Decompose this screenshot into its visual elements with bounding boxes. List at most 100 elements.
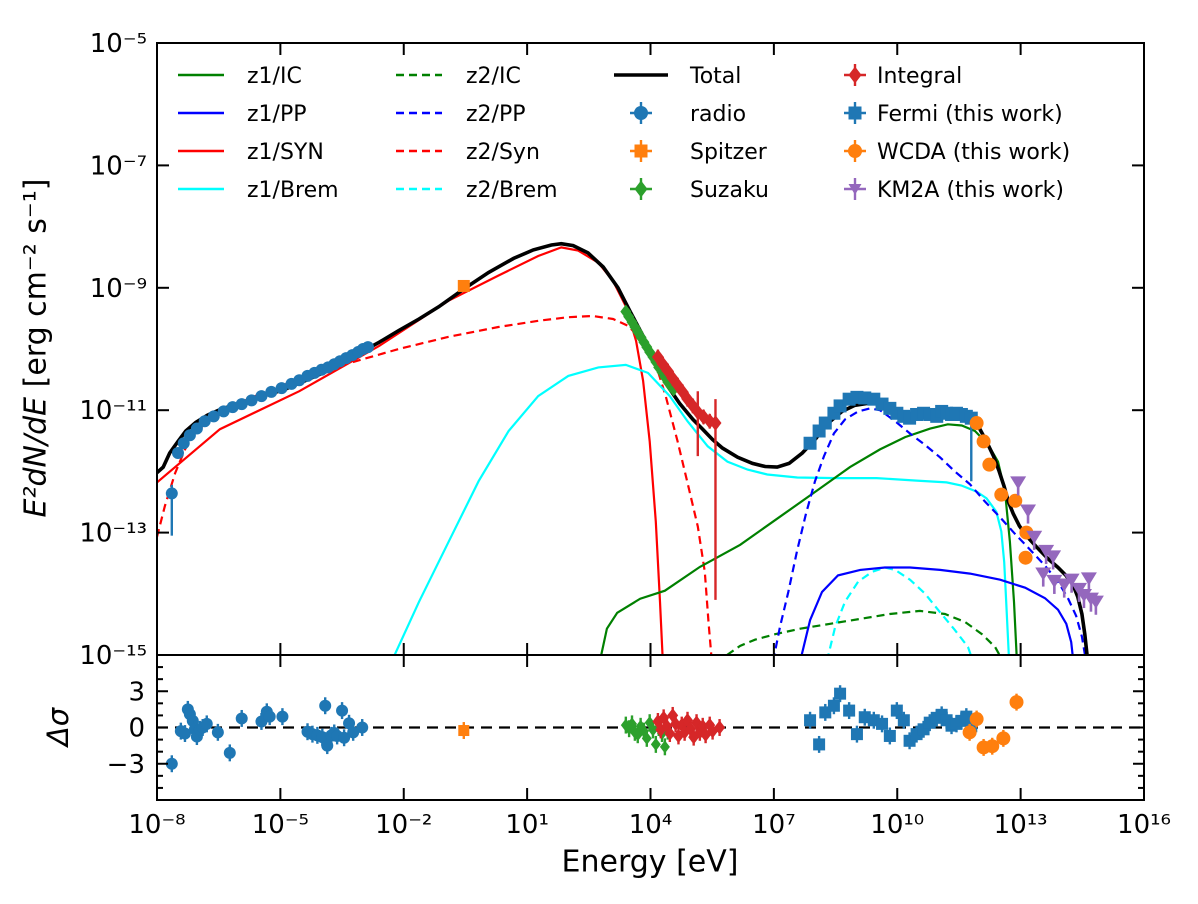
series-wcda-this-work- [969,416,1034,565]
marker-diamond [641,731,652,745]
marker-circle [211,726,224,739]
legend-label: Total [689,64,741,89]
marker-circle [245,394,258,407]
marker-circle [962,725,977,740]
marker-circle [1009,695,1024,710]
marker-square [804,714,817,727]
marker-square [960,710,973,723]
marker-tridown [1056,578,1073,592]
marker-tridown [1063,573,1080,587]
legend-marker-circle [848,144,862,158]
legend-item-radio: radio [630,102,746,127]
marker-diamond [651,349,664,365]
y-tick-label: 10⁻⁷ [90,151,147,181]
marker-circle [338,731,351,744]
y-axis-label-units: [erg cm⁻² s⁻¹] [18,178,54,397]
y-tick-label: 10⁻¹¹ [79,396,147,426]
marker-circle [265,385,278,398]
legend-item-z1-brem: z1/Brem [178,178,339,203]
legend-label: WCDA (this work) [877,140,1070,165]
curve-z1-syn [157,246,664,655]
marker-diamond [659,740,670,754]
marker-square [897,714,910,727]
marker-diamond [638,335,650,350]
marker-circle [994,487,1009,502]
legend-item-z1-ic: z1/IC [178,64,302,89]
legend-item-z2-syn: z2/Syn [396,140,540,165]
curve-z2-syn [157,314,713,655]
y-tick-label: 10⁻¹⁵ [79,641,147,671]
marker-circle [336,704,349,717]
curve-total [157,241,1089,655]
marker-circle [235,712,248,725]
curve-z2-ic [726,609,1001,655]
curve-z1-brem [393,363,1010,655]
x-tick-label: 10⁴ [629,810,673,840]
x-tick-label: 10⁻⁵ [252,810,309,840]
y-axis-label-math: E²dN/dE [18,396,54,518]
y-tick-label: 10⁻⁹ [90,274,147,304]
marker-diamond [656,356,669,373]
marker-square [890,704,903,717]
legend-label: z2/IC [466,64,521,89]
x-axis-label: Energy [eV] [561,844,739,880]
marker-circle [1018,550,1033,565]
marker-circle [1008,493,1023,508]
marker-circle [200,717,213,730]
legend-label: Fermi (this work) [877,102,1063,127]
series-spitzer [457,279,470,292]
legend-label: z2/Syn [466,140,540,165]
legend: z1/IC z1/PP z1/SYN z1/Brem z2/IC z2/PP z2/Syn z… [178,64,1070,203]
legend-label: z2/PP [466,102,526,127]
residual-spitzer [458,722,470,739]
legend-marker-diamond [634,180,648,198]
legend-marker-tridown [848,184,862,195]
curve-z2-brem [827,566,972,655]
marker-circle [226,401,239,414]
legend-marker-square [634,144,648,158]
legend-label: z1/SYN [247,140,324,165]
marker-tridown [1026,530,1043,544]
data-points [165,279,1104,615]
residual-axis-label: Δσ [41,707,75,747]
marker-tridown [1080,572,1097,586]
marker-square [457,279,470,292]
legend-label: KM2A (this work) [877,178,1064,203]
marker-square [876,717,889,730]
series-integral [651,349,722,600]
marker-square [843,704,856,717]
marker-circle [255,390,268,403]
series-km2a-this-work- [1010,476,1104,615]
y-tick-label: 10⁻⁵ [90,29,147,59]
marker-circle [235,398,248,411]
marker-diamond [681,391,694,407]
legend-item-z1-syn: z1/SYN [178,140,324,165]
marker-square [827,699,840,712]
legend-item-z2-ic: z2/IC [396,64,521,89]
marker-diamond [686,398,699,414]
legend-item-fermi-this-work-: Fermi (this work) [844,102,1063,127]
marker-circle [347,726,360,739]
marker-circle [275,382,288,395]
curve-z1-pp [800,566,1074,655]
marker-square [818,416,832,430]
marker-square [850,728,863,741]
marker-circle [198,415,211,428]
marker-circle [190,422,203,435]
legend-item-z2-brem: z2/Brem [396,178,558,203]
y-tick-label: 10⁻¹³ [79,519,147,549]
marker-circle [171,447,184,460]
marker-circle [223,746,236,759]
marker-diamond [650,737,661,751]
marker-square [813,738,826,751]
legend-label: Integral [877,64,962,89]
marker-square [858,711,871,724]
legend-item-suzaku: Suzaku [630,178,769,203]
legend-marker-circle [634,106,648,120]
x-tick-label: 10¹⁶ [1117,810,1171,840]
legend-marker-diamond [848,66,862,84]
model-curves [157,241,1089,655]
marker-circle [996,731,1011,746]
marker-tridown [1035,567,1052,581]
